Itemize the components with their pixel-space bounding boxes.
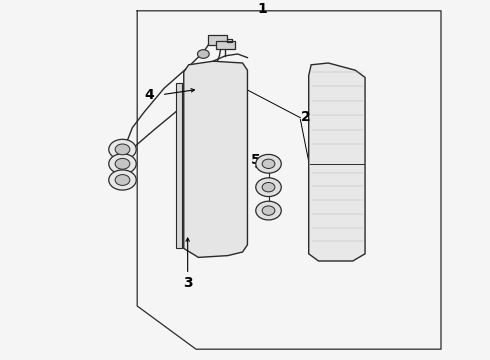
Circle shape xyxy=(197,50,209,58)
Text: 3: 3 xyxy=(183,276,193,289)
Circle shape xyxy=(109,170,136,190)
Circle shape xyxy=(115,175,130,185)
Text: 4: 4 xyxy=(145,89,154,102)
Bar xyxy=(176,83,182,248)
Circle shape xyxy=(262,159,275,168)
Bar xyxy=(208,35,227,45)
Polygon shape xyxy=(309,63,365,261)
Text: 5: 5 xyxy=(251,153,261,167)
Circle shape xyxy=(109,154,136,174)
Circle shape xyxy=(115,158,130,169)
Text: 1: 1 xyxy=(257,2,267,16)
Circle shape xyxy=(115,144,130,155)
Circle shape xyxy=(256,154,281,173)
Circle shape xyxy=(262,183,275,192)
Bar xyxy=(216,41,235,49)
Polygon shape xyxy=(184,61,247,257)
Circle shape xyxy=(256,201,281,220)
Circle shape xyxy=(256,178,281,197)
Text: 2: 2 xyxy=(301,110,311,124)
Circle shape xyxy=(262,206,275,215)
Circle shape xyxy=(109,139,136,159)
